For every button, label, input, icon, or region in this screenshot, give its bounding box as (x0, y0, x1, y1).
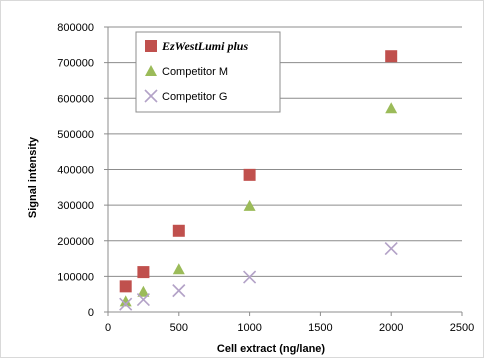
data-point (119, 297, 133, 311)
data-point (136, 292, 150, 307)
legend-label: Competitor G (162, 91, 227, 103)
y-tick-label: 100000 (57, 271, 94, 283)
legend-label: EzWestLumi plus (161, 39, 248, 53)
data-point (137, 266, 150, 279)
y-tick-label: 0 (88, 307, 94, 319)
data-point (137, 285, 150, 297)
x-tick-label: 1500 (308, 322, 332, 334)
y-tick-label: 400000 (57, 165, 94, 177)
data-point (172, 263, 185, 275)
y-tick-label: 600000 (57, 93, 94, 105)
gridlines (108, 26, 462, 277)
legend: EzWestLumi plus Competitor M Competitor G (135, 31, 281, 113)
data-point (385, 102, 398, 114)
data-point (243, 168, 256, 181)
y-tick-label: 200000 (57, 236, 94, 248)
data-points (119, 50, 398, 311)
legend-box (135, 31, 281, 113)
legend-marker (145, 65, 157, 76)
legend-marker (144, 89, 158, 103)
data-point (384, 242, 398, 256)
y-tick-label: 300000 (57, 200, 94, 212)
legend-marker (145, 40, 157, 52)
x-tick-label: 0 (105, 322, 111, 334)
data-point (119, 280, 132, 293)
x-tick-label: 1000 (237, 322, 261, 334)
legend-label: Competitor M (162, 66, 228, 78)
y-tick-label: 800000 (57, 22, 94, 34)
y-tick-label: 700000 (57, 58, 94, 70)
data-point (243, 270, 257, 284)
y-tick-label: 500000 (57, 129, 94, 141)
axes: 0 100000 200000 300000 400000 500000 600000 700… (57, 22, 474, 334)
data-point (172, 284, 186, 298)
x-axis-title: Cell extract (ng/lane) (217, 343, 326, 355)
data-point (172, 224, 185, 237)
x-tick-label: 500 (170, 322, 188, 334)
y-axis-title: Signal intensity (27, 136, 39, 218)
x-tick-label: 2500 (450, 322, 474, 334)
x-tick-label: 2000 (379, 322, 403, 334)
data-point (119, 295, 132, 307)
data-point (243, 199, 256, 211)
data-point (385, 50, 398, 63)
